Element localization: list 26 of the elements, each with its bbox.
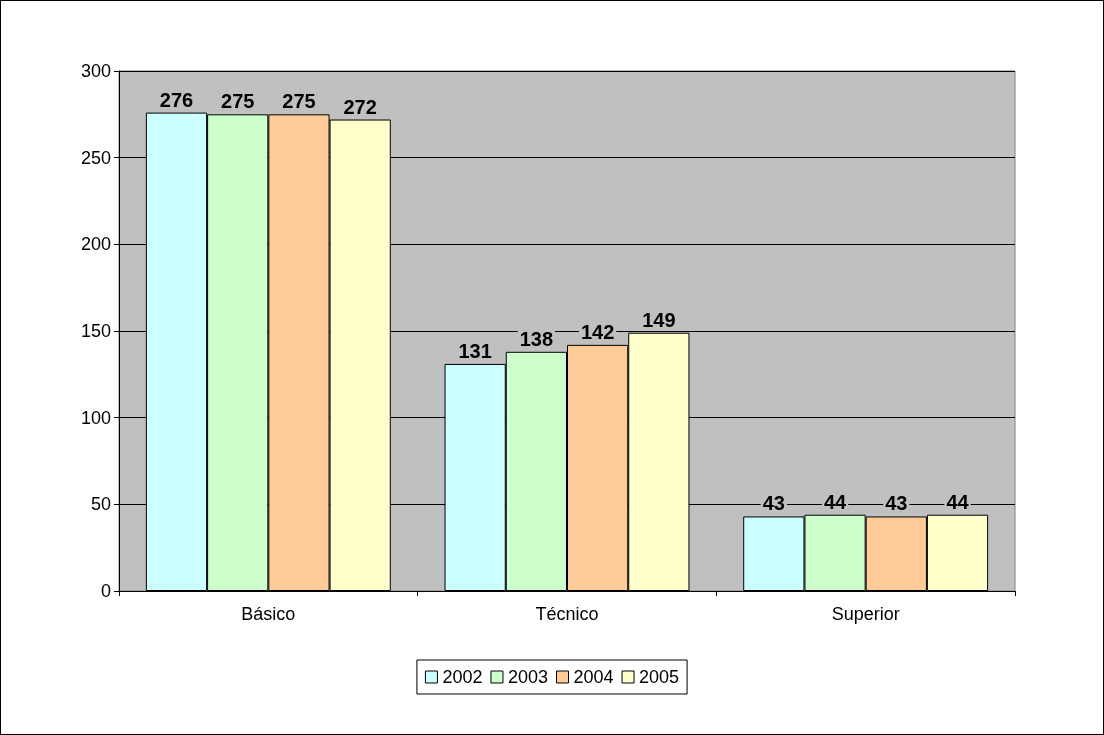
data-label: 43 bbox=[762, 492, 785, 515]
legend-label: 2005 bbox=[639, 667, 680, 687]
data-label: 43 bbox=[885, 492, 908, 515]
x-tick-label: Superior bbox=[831, 604, 900, 624]
y-tick-label: 0 bbox=[100, 581, 111, 601]
legend-label: 2004 bbox=[573, 667, 614, 687]
data-label: 149 bbox=[642, 308, 676, 331]
y-tick-label: 250 bbox=[80, 147, 111, 168]
x-tick-label: Básico bbox=[241, 604, 296, 624]
x-tick-label: Técnico bbox=[535, 604, 599, 624]
legend-label: 2003 bbox=[507, 667, 548, 687]
legend-label: 2002 bbox=[442, 667, 483, 687]
data-label: 131 bbox=[458, 339, 492, 362]
data-label: 142 bbox=[580, 320, 615, 343]
data-label: 272 bbox=[343, 95, 377, 118]
data-label: 275 bbox=[282, 90, 316, 113]
data-label: 138 bbox=[519, 327, 554, 350]
y-tick-label: 100 bbox=[80, 407, 111, 428]
y-tick-label: 50 bbox=[90, 494, 111, 515]
y-tick-label: 150 bbox=[80, 321, 111, 341]
data-label: 44 bbox=[946, 490, 970, 513]
data-label: 275 bbox=[221, 90, 255, 113]
data-label: 44 bbox=[823, 490, 848, 513]
data-label: 276 bbox=[159, 88, 194, 111]
y-tick-label: 300 bbox=[80, 61, 111, 81]
y-tick-label: 200 bbox=[80, 234, 111, 255]
